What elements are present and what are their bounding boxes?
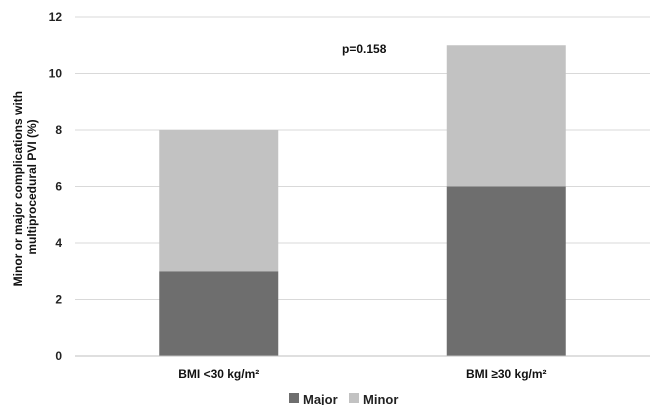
y-axis-label-line-1: Minor or major complications with xyxy=(11,91,25,286)
y-tick-labels: 0 2 4 6 8 10 12 xyxy=(49,10,63,363)
y-tick-label: 0 xyxy=(55,349,62,363)
legend-label-minor: Minor xyxy=(363,392,398,405)
y-axis-label-line-2: multiprocedural PVI (%) xyxy=(25,119,39,254)
bars xyxy=(159,45,566,356)
legend-swatch-major xyxy=(289,393,299,403)
category-label: BMI <30 kg/m² xyxy=(178,367,259,381)
bar-segment-major xyxy=(447,187,566,357)
legend-label-major: Major xyxy=(303,392,338,405)
bar-segment-minor xyxy=(159,130,278,271)
bar-segment-minor xyxy=(447,45,566,186)
y-tick-label: 4 xyxy=(55,236,62,250)
y-axis-label: Minor or major complications with multip… xyxy=(11,88,39,287)
legend: Major Minor xyxy=(289,392,398,405)
y-tick-label: 8 xyxy=(55,123,62,137)
p-value-annotation: p=0.158 xyxy=(342,42,387,56)
y-tick-label: 2 xyxy=(55,293,62,307)
bar-segment-major xyxy=(159,271,278,356)
category-labels: BMI <30 kg/m² BMI ≥30 kg/m² xyxy=(178,367,546,381)
y-tick-label: 6 xyxy=(55,180,62,194)
category-label: BMI ≥30 kg/m² xyxy=(466,367,547,381)
y-tick-label: 12 xyxy=(49,10,63,24)
legend-swatch-minor xyxy=(349,393,359,403)
y-tick-label: 10 xyxy=(49,67,63,81)
